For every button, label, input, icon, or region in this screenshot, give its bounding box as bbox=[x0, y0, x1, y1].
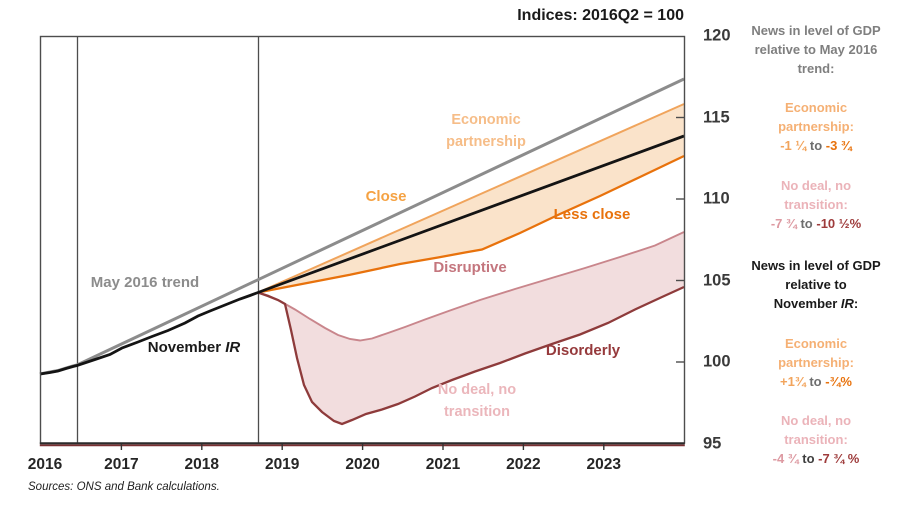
y-tick-label-95: 95 bbox=[703, 434, 722, 452]
no-deal-band bbox=[258, 232, 684, 424]
heading-news-vs-november-ir: News in level of GDP relative to Novembe… bbox=[751, 258, 881, 311]
disorderly-line bbox=[257, 285, 685, 426]
y-tick-label-115: 115 bbox=[703, 108, 730, 126]
x-tick-label-2023: 2023 bbox=[586, 456, 622, 473]
chart-title: Indices: 2016Q2 = 100 bbox=[517, 7, 684, 24]
y-tick-label-120: 120 bbox=[703, 26, 731, 45]
x-tick-label-2021: 2021 bbox=[425, 456, 461, 473]
econ-partnership-vs-may-block: Economic partnership: -1 ¼ to -3 ¾ bbox=[738, 98, 894, 155]
y-axis-ticks bbox=[676, 116, 684, 363]
no-deal-vs-may-block: No deal, no transition: -7 ¾ to -10 ½% bbox=[738, 176, 894, 233]
less-close-label: Less close bbox=[553, 205, 631, 223]
no-deal-no-transition-label: No deal, no transition bbox=[437, 382, 517, 420]
x-tick-label-2019: 2019 bbox=[264, 456, 300, 473]
source-note: Sources: ONS and Bank calculations. bbox=[28, 481, 220, 493]
x-tick-label-2020: 2020 bbox=[345, 456, 380, 473]
econ-partnership-vs-may-values: -1 ¼ to -3 ¾ bbox=[780, 138, 852, 153]
y-tick-label-100: 100 bbox=[703, 352, 731, 371]
no-deal-vs-ir-block: No deal, no transition: -4 ¾ to -7 ¾ % bbox=[738, 411, 894, 468]
less-close-line bbox=[257, 154, 685, 294]
close-line bbox=[257, 103, 685, 294]
disruptive-line bbox=[257, 231, 685, 342]
november-ir-label: November IR bbox=[147, 338, 241, 356]
x-tick-label-2018: 2018 bbox=[184, 456, 220, 473]
x-axis-ticks bbox=[120, 444, 605, 450]
disruptive-label: Disruptive bbox=[433, 258, 507, 276]
no-deal-vs-ir-values: -4 ¾ to -7 ¾ % bbox=[772, 451, 860, 466]
disorderly-label: Disorderly bbox=[545, 341, 621, 359]
y-tick-label-105: 105 bbox=[703, 271, 731, 289]
x-tick-label-2017: 2017 bbox=[104, 456, 139, 473]
may-2016-trend-label: May 2016 trend bbox=[90, 273, 200, 291]
no-deal-vs-may-values: -7 ¾ to -10 ½% bbox=[770, 216, 862, 231]
x-tick-label-2016: 2016 bbox=[27, 456, 63, 473]
econ-partnership-vs-ir-values: +1¾ to -¾% bbox=[780, 374, 852, 389]
november-ir-line bbox=[39, 134, 685, 376]
x-tick-label-2022: 2022 bbox=[506, 456, 541, 473]
y-tick-label-110: 110 bbox=[703, 189, 730, 208]
heading-news-vs-may-trend: News in level of GDP relative to May 201… bbox=[751, 23, 881, 76]
close-label: Close bbox=[365, 187, 407, 205]
econ-partnership-vs-ir-block: Economic partnership: +1¾ to -¾% bbox=[738, 334, 894, 391]
economic-partnership-label: Economic partnership bbox=[446, 112, 526, 150]
